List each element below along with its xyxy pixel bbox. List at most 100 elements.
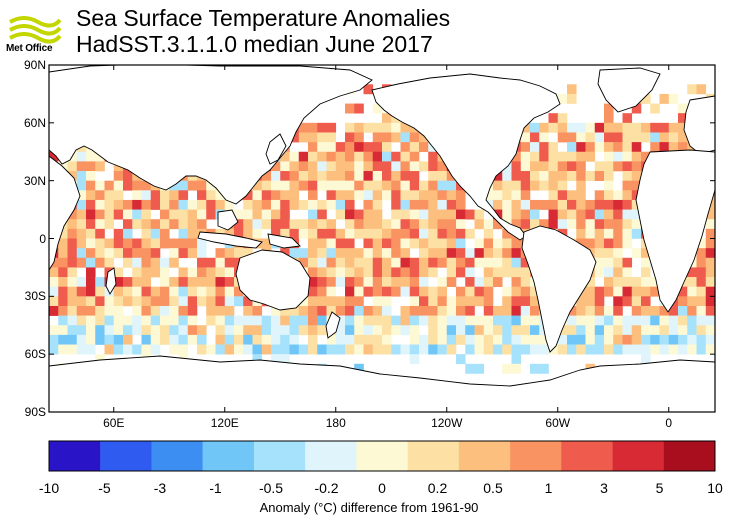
anomaly-cell: [548, 190, 559, 201]
anomaly-cell: [382, 151, 392, 162]
anomaly-cell: [594, 286, 605, 297]
anomaly-cell: [206, 209, 216, 220]
anomaly-cell: [539, 334, 549, 345]
anomaly-cell: [298, 257, 309, 268]
anomaly-cell: [187, 325, 198, 336]
anomaly-cell: [659, 325, 670, 336]
anomaly-cell: [659, 305, 670, 316]
anomaly-cell: [456, 286, 466, 297]
anomaly-cell: [502, 267, 512, 278]
anomaly-cell: [567, 122, 577, 133]
anomaly-cell: [604, 228, 614, 239]
anomaly-cell: [687, 286, 697, 297]
land-outlines: [49, 65, 715, 412]
anomaly-cell: [678, 122, 688, 133]
anomaly-cell: [280, 151, 290, 162]
anomaly-cell: [345, 248, 355, 259]
anomaly-cell: [428, 267, 438, 278]
anomaly-cell: [150, 315, 161, 326]
anomaly-cell: [446, 334, 457, 345]
anomaly-cell: [298, 132, 309, 143]
anomaly-cell: [363, 171, 374, 181]
anomaly-cell: [400, 151, 411, 162]
anomaly-cell: [49, 344, 59, 355]
anomaly-cell: [354, 171, 364, 181]
anomaly-cell: [317, 296, 327, 307]
anomaly-cell: [86, 286, 96, 297]
anomaly-cell: [594, 132, 605, 143]
anomaly-cell: [243, 199, 253, 210]
anomaly-cell: [271, 171, 281, 181]
anomaly-cell: [206, 180, 216, 191]
anomaly-cell: [382, 344, 392, 355]
anomaly-cell: [594, 334, 605, 345]
anomaly-cell: [465, 334, 475, 345]
anomaly-cell: [335, 344, 346, 355]
anomaly-cell: [456, 199, 466, 210]
anomaly-cell: [86, 199, 96, 210]
anomaly-cell: [150, 190, 161, 201]
anomaly-cell: [206, 190, 216, 201]
anomaly-cell: [354, 219, 364, 230]
anomaly-cell: [95, 277, 105, 287]
anomaly-cell: [678, 113, 688, 124]
anomaly-cell: [86, 180, 96, 191]
anomaly-cell: [271, 190, 281, 201]
anomaly-cell: [391, 132, 401, 143]
anomaly-cell: [391, 190, 401, 201]
anomaly-cell: [705, 238, 715, 249]
anomaly-cell: [446, 305, 457, 316]
anomaly-cell: [104, 199, 115, 210]
anomaly-cell: [298, 344, 309, 355]
anomaly-cell: [613, 151, 623, 162]
anomaly-cell: [67, 248, 78, 259]
anomaly-cell: [437, 286, 448, 297]
anomaly-cell: [123, 180, 133, 191]
anomaly-cell: [335, 334, 346, 345]
anomaly-cell: [668, 142, 679, 153]
anomaly-cell: [585, 228, 596, 239]
colorbar-tick-label: 0: [378, 480, 386, 496]
anomaly-cell: [206, 199, 216, 210]
anomaly-cell: [123, 334, 133, 345]
anomaly-cell: [622, 228, 633, 239]
anomaly-cell: [187, 228, 198, 239]
anomaly-cell: [576, 180, 586, 191]
anomaly-cell: [613, 325, 623, 336]
anomaly-cell: [215, 296, 226, 307]
anomaly-cell: [613, 132, 623, 143]
anomaly-cell: [76, 344, 87, 355]
anomaly-cell: [696, 84, 707, 95]
anomaly-cell: [76, 171, 87, 181]
colorbar-swatch: [561, 441, 613, 471]
anomaly-cell: [372, 132, 383, 143]
anomaly-cell: [382, 142, 392, 153]
anomaly-cell: [178, 248, 189, 259]
anomaly-cell: [160, 190, 170, 201]
anomaly-cell: [141, 180, 152, 191]
anomaly-cell: [483, 305, 494, 316]
anomaly-cell: [215, 199, 226, 210]
anomaly-cell: [659, 344, 670, 355]
anomaly-cell: [400, 344, 411, 355]
anomaly-cell: [465, 209, 475, 220]
anomaly-cell: [178, 325, 189, 336]
anomaly-cell: [493, 190, 503, 201]
anomaly-cell: [650, 305, 660, 316]
lon-label: 180: [325, 416, 346, 430]
anomaly-cell: [160, 286, 170, 297]
anomaly-cell: [335, 199, 346, 210]
anomaly-cell: [335, 325, 346, 336]
anomaly-cell: [456, 248, 466, 259]
anomaly-cell: [400, 209, 411, 220]
anomaly-cell: [474, 277, 485, 287]
africa-outline: [49, 155, 81, 271]
anomaly-cell: [261, 199, 272, 210]
anomaly-cell: [335, 228, 346, 239]
anomaly-cell: [141, 277, 152, 287]
anomaly-cell: [520, 257, 531, 268]
anomaly-cell: [252, 219, 263, 230]
anomaly-cell: [576, 238, 586, 249]
anomaly-cell: [576, 228, 586, 239]
anomaly-cell: [113, 190, 124, 201]
